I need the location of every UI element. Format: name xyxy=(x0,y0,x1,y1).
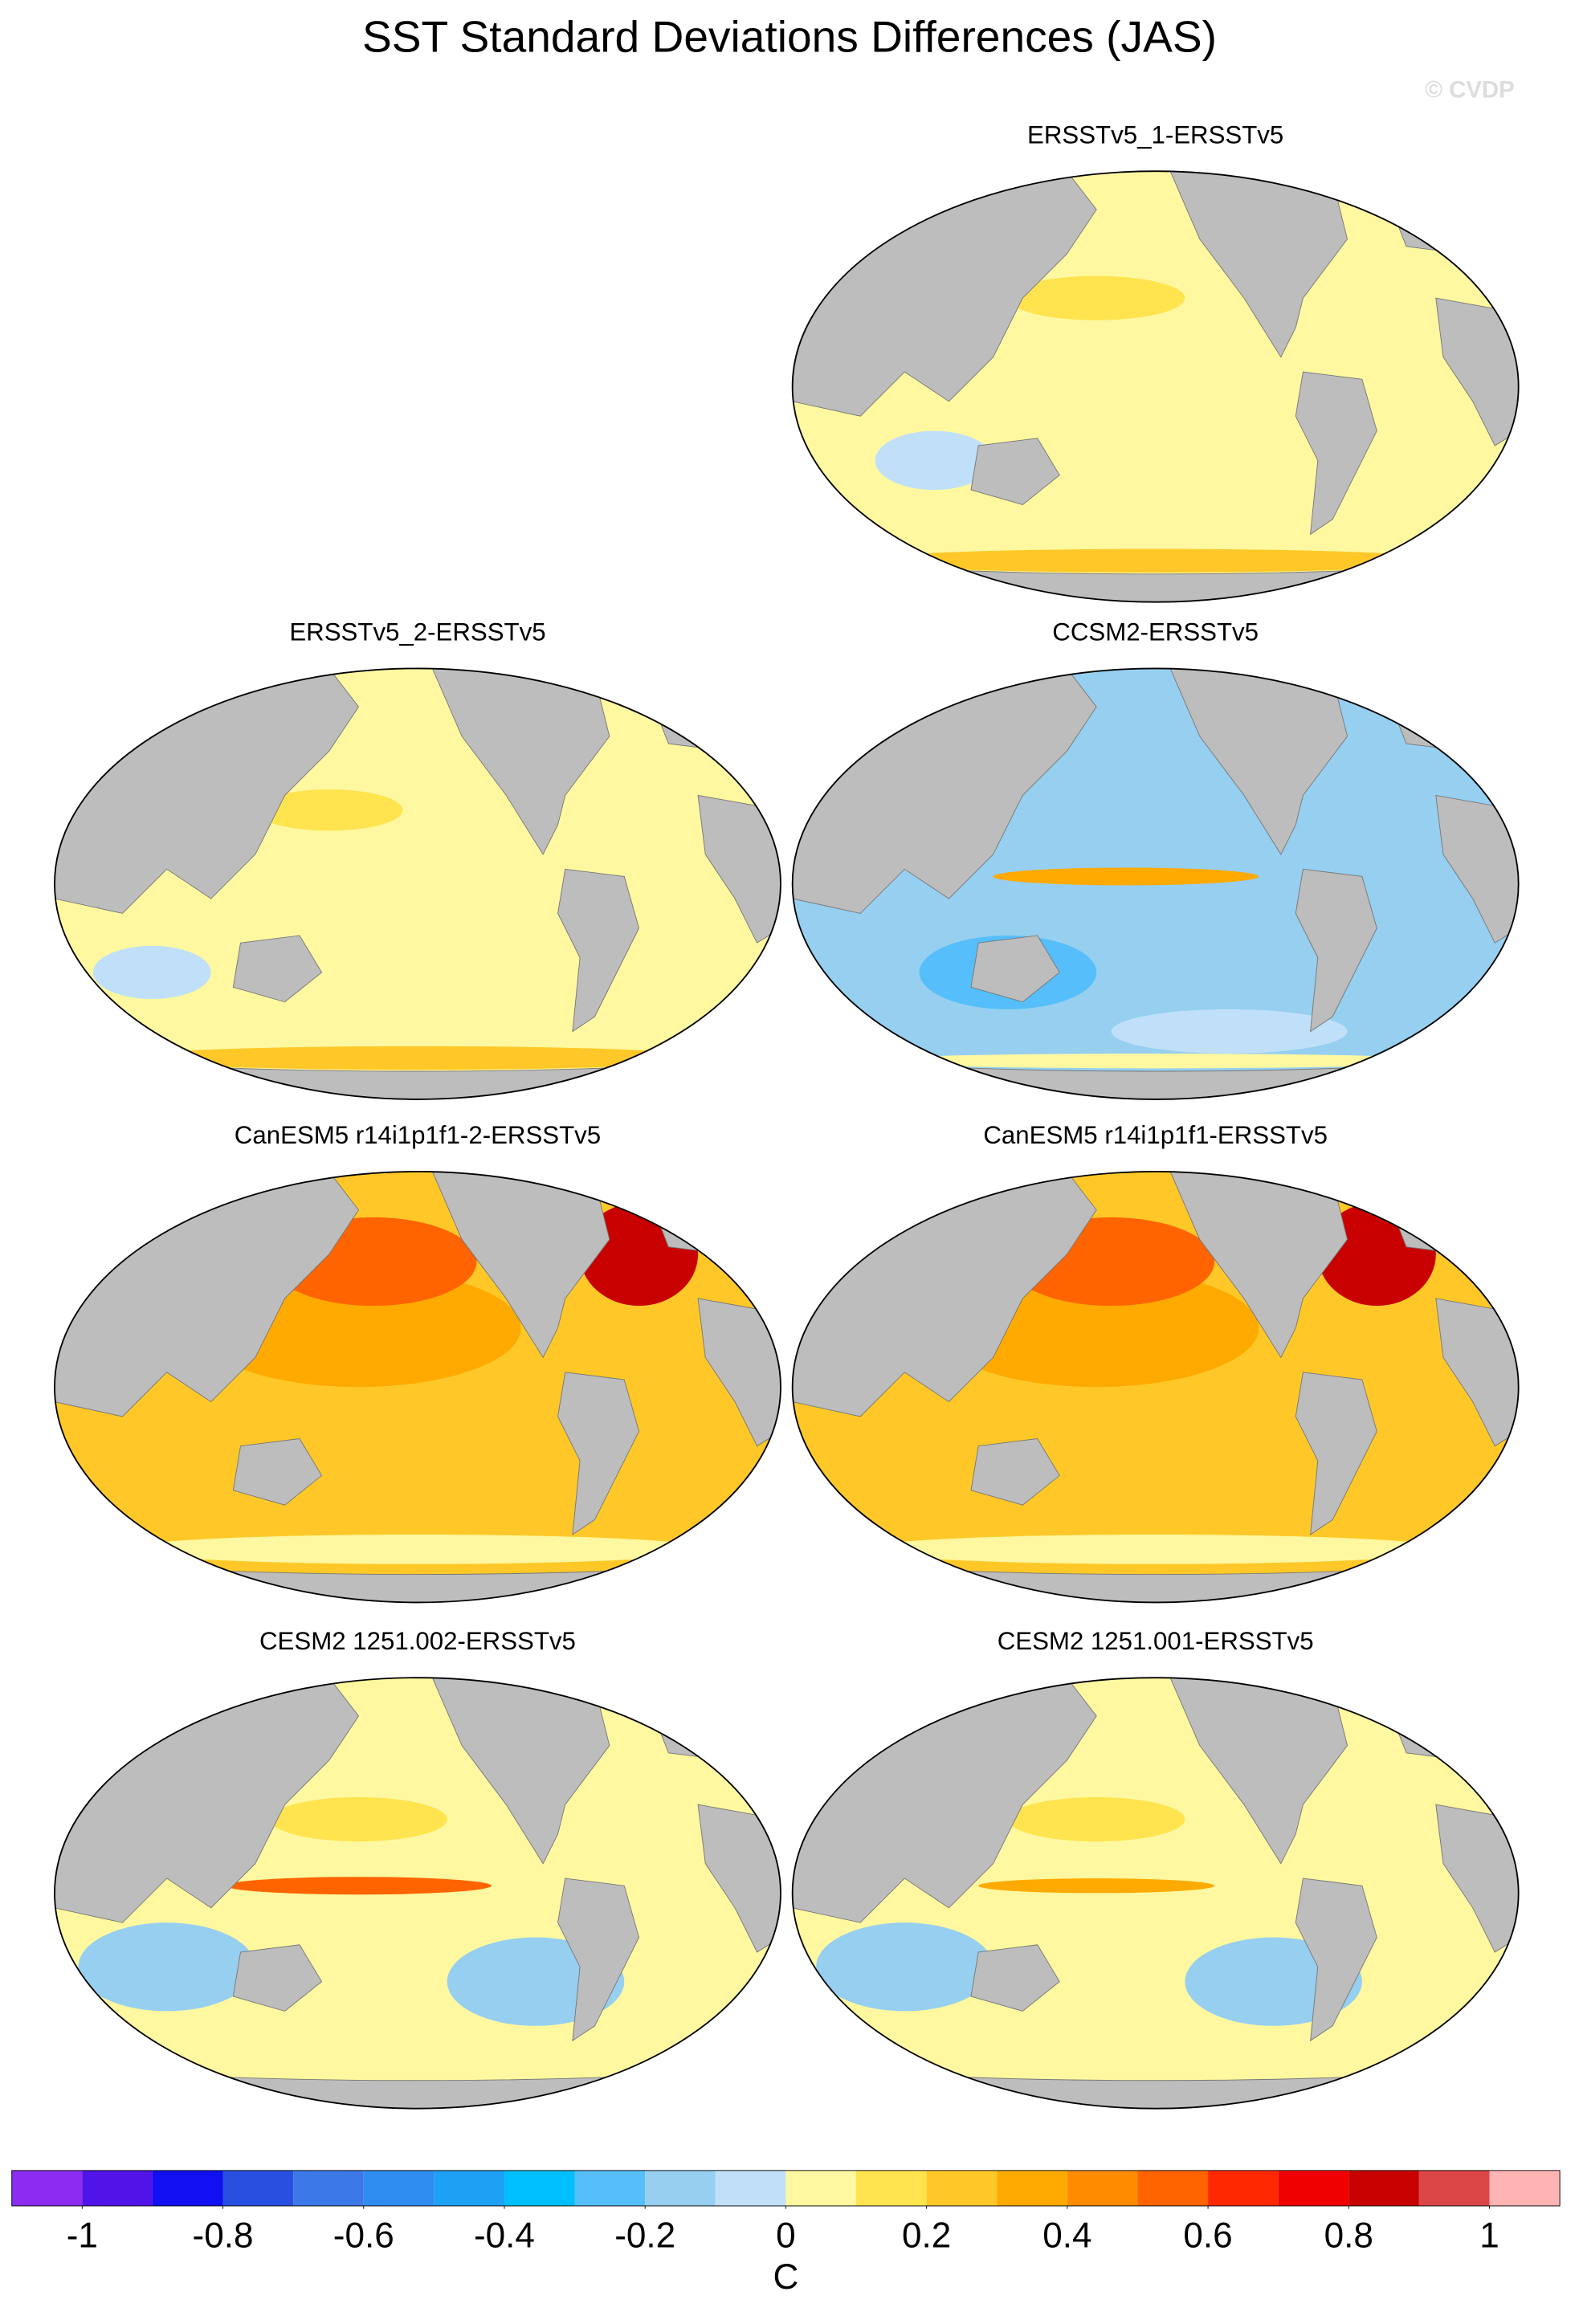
anomaly-region xyxy=(860,1534,1451,1564)
colorbar-box xyxy=(926,2170,998,2206)
colorbar-box xyxy=(1067,2170,1138,2206)
map-outline xyxy=(791,170,1520,603)
map-outline xyxy=(791,1171,1520,1604)
colorbar-box xyxy=(997,2170,1067,2206)
panel-title: ERSSTv5_2-ERSSTv5 xyxy=(289,618,545,646)
colorbar-tick-label: -0.2 xyxy=(614,2216,675,2255)
map-panel xyxy=(54,1171,781,1604)
colorbar-tick-label: -0.8 xyxy=(193,2216,254,2255)
map-outline xyxy=(791,1677,1520,2110)
anomaly-region xyxy=(875,430,994,491)
colorbar-box xyxy=(293,2170,364,2206)
map-field xyxy=(54,668,781,1099)
colorbar-tick-label: -0.4 xyxy=(474,2216,535,2255)
map-field xyxy=(792,668,1519,1099)
panel-title: ERSSTv5_1-ERSSTv5 xyxy=(1027,120,1283,149)
anomaly-region xyxy=(816,1922,994,2012)
colorbar-box xyxy=(785,2170,857,2206)
anomaly-region xyxy=(122,1534,713,1564)
map-outline xyxy=(54,1677,781,2110)
colorbar-tick-label: 0 xyxy=(776,2216,796,2255)
colorbar-tick-label: 1 xyxy=(1479,2216,1499,2255)
colorbar-box xyxy=(11,2170,83,2206)
colorbar-tick-label: 0.2 xyxy=(902,2216,951,2255)
colorbar-box xyxy=(363,2170,435,2206)
anomaly-region xyxy=(993,867,1259,886)
map-panel xyxy=(791,1171,1520,1604)
colorbar-box xyxy=(715,2170,786,2206)
panel-title: CanESM5 r14i1p1f1-2-ERSSTv5 xyxy=(235,1121,601,1149)
anomaly-region xyxy=(255,789,403,831)
panel-title: CESM2 1251.002-ERSSTv5 xyxy=(259,1627,576,1655)
figure-title: SST Standard Deviations Differences (JAS… xyxy=(362,11,1217,61)
map-field xyxy=(792,1171,1519,1603)
anomaly-region xyxy=(1007,1796,1185,1842)
colorbar-box xyxy=(1278,2170,1349,2206)
anomaly-region xyxy=(92,945,211,999)
anomaly-region xyxy=(78,1922,255,2012)
colorbar-tick-label: 0.6 xyxy=(1183,2216,1232,2255)
map-panel xyxy=(791,1677,1520,2110)
colorbar-box xyxy=(1418,2170,1490,2206)
map-field xyxy=(54,1678,781,2109)
colorbar-box xyxy=(1489,2170,1561,2206)
colorbar-box xyxy=(434,2170,504,2206)
map-panel xyxy=(791,667,1520,1100)
colorbar-box xyxy=(645,2170,716,2206)
colorbar-frame xyxy=(11,2170,1561,2207)
colorbar-box xyxy=(1208,2170,1279,2206)
anomaly-region xyxy=(860,1053,1451,1069)
anomaly-region xyxy=(122,1046,713,1070)
colorbar-box xyxy=(1348,2170,1419,2206)
map-panel xyxy=(791,170,1520,603)
colorbar-box xyxy=(574,2170,646,2206)
colorbar-tick-label: -0.6 xyxy=(333,2216,394,2255)
colorbar-box xyxy=(856,2170,927,2206)
colorbar-box xyxy=(82,2170,153,2206)
anomaly-region xyxy=(270,1796,447,1842)
map-outline xyxy=(791,667,1520,1100)
colorbar-tick-label: 0.4 xyxy=(1042,2216,1091,2255)
anomaly-region xyxy=(860,548,1451,573)
panel-title: CCSM2-ERSSTv5 xyxy=(1052,618,1259,646)
anomaly-region xyxy=(226,1877,492,1895)
anomaly-region xyxy=(1111,1009,1348,1054)
colorbar-box xyxy=(1137,2170,1209,2206)
panel-title: CESM2 1251.001-ERSSTv5 xyxy=(998,1627,1314,1655)
map-field xyxy=(54,1171,781,1603)
map-field xyxy=(792,171,1519,602)
map-field xyxy=(792,1678,1519,2109)
anomaly-region xyxy=(1007,275,1185,320)
map-panel xyxy=(54,667,781,1100)
map-outline xyxy=(54,667,781,1100)
colorbar-tick-label: -1 xyxy=(67,2216,98,2255)
colorbar-box xyxy=(504,2170,575,2206)
watermark: © CVDP xyxy=(1425,76,1514,103)
colorbar-tick-label: 0.8 xyxy=(1324,2216,1373,2255)
anomaly-region xyxy=(978,1878,1215,1894)
map-panel xyxy=(54,1677,781,2110)
colorbar-unit: C xyxy=(773,2257,798,2297)
colorbar-box xyxy=(222,2170,294,2206)
map-outline xyxy=(54,1171,781,1604)
colorbar-box xyxy=(152,2170,223,2206)
panel-title: CanESM5 r14i1p1f1-ERSSTv5 xyxy=(983,1121,1328,1149)
